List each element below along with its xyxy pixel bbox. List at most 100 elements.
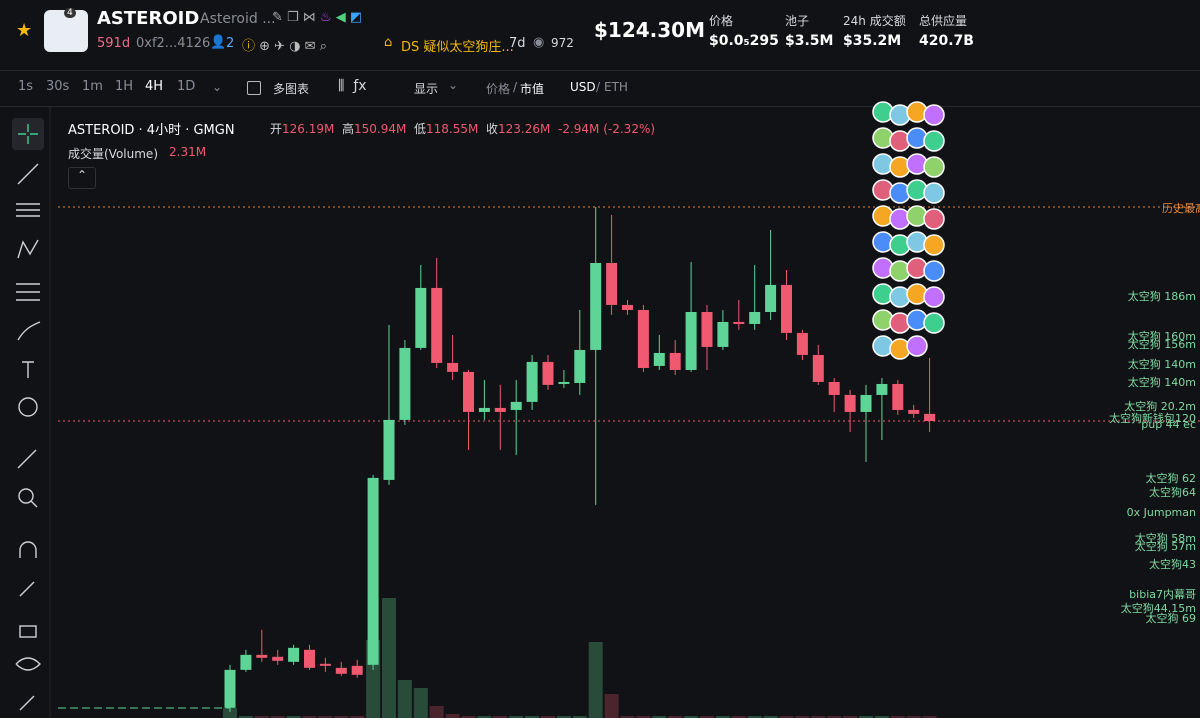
avatar[interactable]	[906, 335, 928, 357]
avatar[interactable]	[923, 260, 945, 282]
close: 123.26M	[498, 122, 551, 136]
volume-bar	[620, 716, 635, 718]
mcap-toggle[interactable]: 市值	[520, 82, 545, 96]
ath-label: 历史最高	[1162, 202, 1200, 215]
candle-body	[494, 407, 506, 412]
collapse[interactable]: ⌃	[68, 167, 96, 189]
candle-body	[622, 304, 633, 310]
volume-bar	[461, 716, 476, 718]
candle-body	[542, 361, 554, 385]
interval[interactable]: 30s	[46, 79, 70, 94]
ohlc: 开126.19M 高150.94M 低118.55M 收123.26M -2.9…	[270, 120, 655, 137]
indicator-icons[interactable]: ⫼ ƒx	[338, 78, 367, 94]
candle-body	[844, 394, 856, 412]
volume-bar	[238, 716, 253, 718]
candle-body	[335, 667, 347, 674]
avatar[interactable]	[923, 208, 945, 230]
candle-body	[653, 352, 665, 366]
avatar[interactable]	[923, 312, 945, 334]
usd-toggle[interactable]: USD	[570, 80, 596, 94]
logo-badge: 4	[64, 8, 76, 18]
volume-bar	[493, 716, 508, 718]
token-subname: Asteroid ...	[200, 11, 276, 27]
left-tools[interactable]	[12, 118, 44, 711]
multi-chart[interactable]: 多图表	[273, 82, 310, 96]
volume-bar	[350, 716, 365, 718]
sep: /	[596, 80, 601, 94]
candle-body	[908, 409, 920, 414]
volume-bar	[652, 716, 667, 718]
candle-body	[781, 284, 792, 333]
stat-value: $35.2M	[843, 33, 902, 49]
candle-body	[510, 401, 522, 410]
avatar[interactable]	[923, 234, 945, 256]
age: 591d	[97, 36, 131, 51]
candle-body	[637, 309, 649, 368]
candle-body	[399, 347, 411, 420]
avatar[interactable]	[923, 156, 945, 178]
stat-value: 420.7B	[919, 33, 974, 49]
address[interactable]: 0xf2...4126	[136, 36, 211, 51]
volume-bar	[700, 716, 714, 718]
interval[interactable]: 1s	[18, 79, 34, 94]
eye-icon: ◉	[533, 35, 545, 50]
close-label: 收	[486, 122, 499, 136]
candle-body	[606, 262, 618, 305]
candle-body	[765, 284, 777, 312]
avatar[interactable]	[923, 104, 945, 126]
annotation: bibia7内幕哥	[1129, 588, 1196, 601]
change: -2.94M (-2.32%)	[558, 122, 656, 136]
volume-bar	[254, 716, 269, 718]
toolbar	[0, 70, 1200, 107]
links[interactable]: ⓘ ⊕ ✈ ◑ ✉ ⌕	[242, 39, 327, 54]
candle-body	[304, 649, 315, 668]
volume-bar	[906, 716, 921, 718]
avatar[interactable]	[923, 286, 945, 308]
annotation: pup 44 ec	[1141, 418, 1196, 431]
candle-body	[669, 352, 681, 370]
volume-bar	[429, 706, 444, 718]
candle-body	[431, 287, 443, 363]
annotation: 太空狗新钱包120	[1109, 412, 1196, 425]
volume-bar	[223, 708, 237, 718]
low-label: 低	[414, 122, 427, 136]
stat-label: 价格	[709, 14, 734, 28]
volume-bar	[588, 642, 603, 718]
chevron[interactable]: ⌄	[212, 80, 223, 94]
volume-bar	[541, 716, 555, 718]
avatar[interactable]	[923, 130, 945, 152]
token-name: ASTEROID	[97, 8, 200, 29]
star[interactable]: ★	[16, 20, 33, 41]
icons[interactable]: ✎ ❐ ⋈ ♨ ◀ ◩	[272, 10, 363, 25]
candle-body	[478, 407, 490, 412]
candle-body	[319, 663, 331, 666]
interval[interactable]: 1m	[82, 79, 103, 94]
checkbox[interactable]	[247, 81, 261, 95]
interval[interactable]: 4H	[145, 79, 164, 94]
annotation: 太空狗64	[1149, 486, 1196, 499]
volume-bar	[477, 716, 492, 718]
annotation: 太空狗 20.2m	[1124, 400, 1196, 413]
volume-bar	[334, 716, 349, 718]
display[interactable]: 显示	[414, 82, 439, 96]
volume-bar	[668, 716, 683, 718]
price-toggle[interactable]: 价格	[486, 82, 511, 96]
candle-body	[526, 361, 538, 402]
volume-bar	[286, 716, 301, 718]
interval[interactable]: 1D	[177, 79, 196, 94]
chevron[interactable]: ⌄	[448, 78, 459, 92]
interval[interactable]: 1H	[115, 79, 134, 94]
eth-toggle[interactable]: ETH	[604, 80, 628, 94]
candle-body	[272, 656, 284, 661]
volume-bar	[397, 680, 412, 718]
candle-body	[256, 654, 268, 658]
candle-body	[876, 383, 888, 395]
volume-bar	[525, 716, 540, 718]
stat-value: $3.5M	[785, 33, 834, 49]
sep: /	[513, 80, 518, 94]
volume-bar	[556, 716, 571, 718]
holders-icon: 👤	[210, 35, 227, 50]
annotations: 太空狗 186m 太空狗 160m 太空狗 156m 太空狗 140m 太空狗 140m…	[1040, 110, 1200, 718]
avatar[interactable]	[923, 182, 945, 204]
volume-label: 成交量(Volume)	[68, 147, 158, 161]
